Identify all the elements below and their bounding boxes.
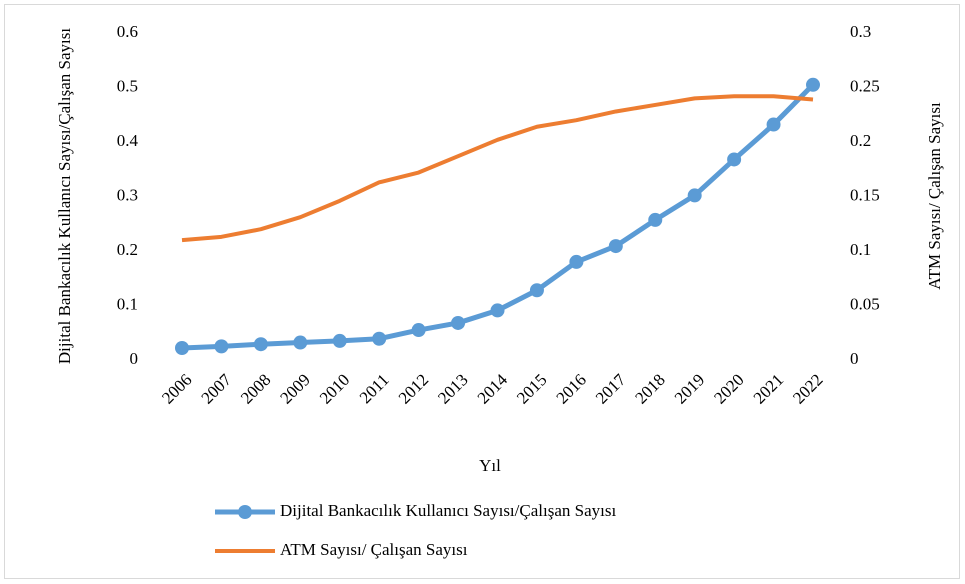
y2-tick-label: 0.25	[850, 76, 880, 95]
data-point	[608, 239, 623, 254]
y-tick-label: 0.4	[117, 131, 139, 150]
series-line	[181, 94, 814, 243]
data-point	[648, 212, 663, 227]
data-point	[372, 331, 387, 346]
data-point	[529, 283, 544, 298]
data-point	[293, 335, 308, 350]
data-point	[332, 333, 347, 348]
data-point	[766, 117, 781, 132]
data-point	[411, 323, 426, 338]
legend-marker	[238, 505, 252, 519]
y-tick-label: 0.5	[117, 76, 138, 95]
data-point	[490, 303, 505, 318]
x-axis-title: Yıl	[479, 456, 501, 475]
y2-tick-label: 0.1	[850, 240, 871, 259]
data-point	[214, 339, 229, 354]
y2-tick-label: 0.15	[850, 185, 880, 204]
y-tick-label: 0	[130, 349, 139, 368]
data-point	[727, 152, 742, 167]
data-point	[569, 254, 584, 269]
y-tick-label: 0.3	[117, 185, 138, 204]
data-point	[806, 77, 820, 92]
data-point	[175, 341, 189, 356]
data-point	[451, 315, 466, 330]
data-point	[253, 337, 268, 352]
legend-label: ATM Sayısı/ Çalışan Sayısı	[280, 540, 468, 559]
y2-tick-label: 0.05	[850, 294, 880, 313]
y2-tick-label: 0.2	[850, 131, 871, 150]
data-point	[687, 188, 702, 203]
y2-axis-title: ATM Sayısı/ Çalışan Sayısı	[925, 102, 944, 290]
y-tick-label: 0.1	[117, 294, 138, 313]
y-tick-label: 0.2	[117, 240, 138, 259]
y2-tick-label: 0.3	[850, 22, 871, 41]
legend-label: Dijital Bankacılık Kullanıcı Sayısı/Çalı…	[280, 501, 616, 520]
y-axis-title: Dijital Bankacılık Kullanıcı Sayısı/Çalı…	[55, 27, 74, 365]
y2-tick-label: 0	[850, 349, 859, 368]
y-tick-label: 0.6	[117, 22, 138, 41]
